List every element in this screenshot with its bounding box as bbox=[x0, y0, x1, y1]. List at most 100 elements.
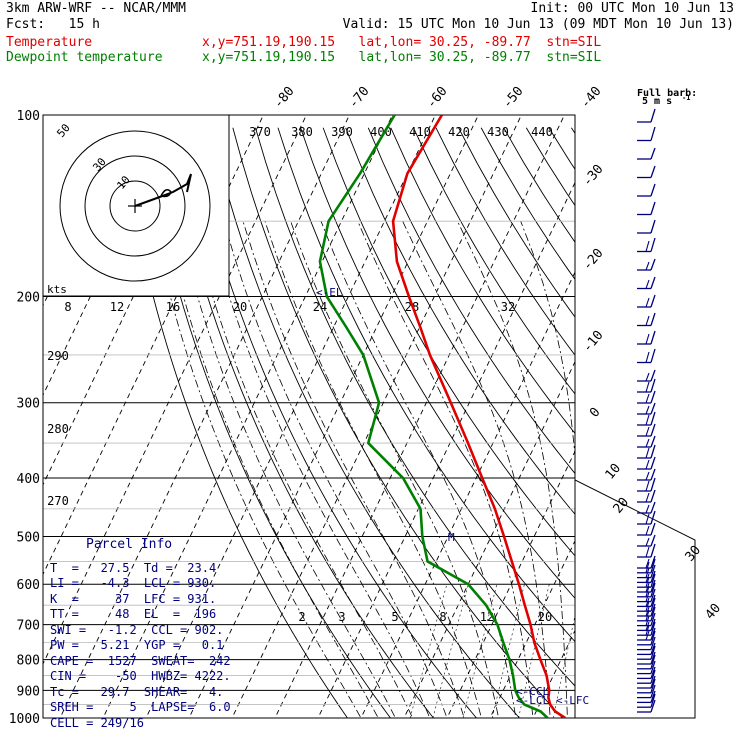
wind-barb-flag bbox=[650, 594, 656, 607]
isotherm-label-right: 40 bbox=[703, 601, 725, 623]
wind-barb-flag bbox=[645, 513, 650, 525]
wind-barb-flag bbox=[645, 405, 650, 415]
model-title: 3km ARW-WRF -- NCAR/MMM bbox=[6, 1, 187, 16]
hodograph-units: kts bbox=[47, 283, 67, 296]
wind-barb-flag bbox=[645, 315, 650, 326]
wind-barb-flag bbox=[650, 570, 656, 583]
wind-barb-flag bbox=[650, 612, 656, 626]
wind-barb-flag bbox=[650, 108, 656, 123]
wind-barb-flag bbox=[650, 402, 656, 415]
wind-barb-flag bbox=[650, 699, 656, 713]
speed-axis-label: 20 bbox=[233, 300, 247, 314]
wind-barb-flag bbox=[650, 501, 656, 514]
theta-e-label: 440 bbox=[531, 125, 553, 139]
dry-adiabat bbox=[413, 127, 575, 718]
wind-barb-flag bbox=[650, 636, 656, 650]
wind-barb-flag bbox=[650, 312, 656, 326]
wind-barb-flag bbox=[645, 426, 650, 437]
wind-barb-flag bbox=[650, 606, 656, 621]
wind-barb-flag bbox=[650, 690, 656, 703]
parcel-info-row: CAPE = 1527 SWEAT= 242 bbox=[50, 653, 231, 668]
wind-barb-flag bbox=[650, 219, 656, 234]
speed-axis-label: 16 bbox=[166, 300, 180, 314]
wind-barb-flag bbox=[650, 651, 656, 665]
dry-adiabat bbox=[480, 127, 575, 718]
temperature-legend-label: Temperature bbox=[6, 35, 93, 50]
wind-barb-flag bbox=[650, 684, 656, 698]
dewpoint-legend-location: x,y=751.19,190.15 lat,lon= 30.25, -89.77… bbox=[202, 50, 602, 65]
dry-adiabat bbox=[594, 128, 740, 731]
wind-barb-flag bbox=[650, 369, 656, 382]
pressure-tick-label: 600 bbox=[17, 578, 40, 593]
wind-barb-flag bbox=[645, 591, 650, 602]
dry-adiabat bbox=[209, 127, 532, 718]
wind-barb-flag bbox=[645, 279, 650, 289]
barb-legend-units: 5 m s bbox=[642, 96, 672, 107]
pressure-tick-label: 400 bbox=[17, 472, 40, 487]
theta-e-label: 410 bbox=[409, 125, 431, 139]
isotherm-label-top: -60 bbox=[424, 84, 451, 112]
theta-label: 280 bbox=[47, 422, 69, 436]
wind-barb-flag bbox=[645, 381, 650, 393]
theta-e-label: 370 bbox=[249, 125, 271, 139]
wind-barb-flag bbox=[650, 642, 656, 655]
hodograph-loop bbox=[160, 189, 172, 198]
wind-barb-flag bbox=[650, 588, 656, 602]
wind-barb-flag bbox=[645, 393, 650, 404]
isotherm-label-right: 10 bbox=[603, 461, 625, 483]
wind-barb-flag bbox=[645, 351, 650, 363]
parcel-info-row: T = 27.5 Td = 23.4 bbox=[50, 560, 217, 575]
isotherm-label-right: 30 bbox=[683, 543, 705, 565]
dry-adiabat bbox=[164, 127, 444, 718]
wind-barb-flag bbox=[650, 456, 656, 470]
parcel-info-row: SREH = 5 LAPSE= 6.0 bbox=[50, 700, 231, 714]
mixing-ratio-label: 20 bbox=[538, 610, 552, 624]
wind-barb-flag bbox=[650, 126, 656, 141]
wind-barb-flag bbox=[645, 525, 650, 536]
valid-time: Valid: 15 UTC Mon 10 Jun 13 (09 MDT Mon … bbox=[342, 17, 734, 32]
isotherm-label-top: -80 bbox=[271, 84, 298, 112]
init-time: Init: 00 UTC Mon 10 Jun 13 bbox=[530, 1, 735, 16]
wind-barb-flag bbox=[650, 147, 656, 160]
dewpoint-trace bbox=[318, 115, 549, 718]
wind-barb-flag bbox=[650, 558, 656, 573]
wind-barb-flag bbox=[650, 378, 656, 393]
wind-barb-flag bbox=[650, 348, 656, 363]
moist-adiabat bbox=[320, 221, 519, 718]
isotherm bbox=[526, 115, 575, 718]
pressure-tick-label: 1000 bbox=[9, 712, 40, 727]
pressure-tick-label: 100 bbox=[17, 109, 40, 124]
wind-barb-flag bbox=[650, 654, 656, 669]
moist-adiabat bbox=[582, 221, 605, 731]
isotherm bbox=[483, 115, 575, 718]
wind-barb-flag bbox=[645, 492, 650, 503]
barb-legend-title: Full barb: bbox=[637, 88, 697, 99]
wind-barb-flag bbox=[645, 606, 650, 617]
wind-barb-flag bbox=[650, 564, 656, 578]
isotherm-label-right: 0 bbox=[587, 405, 604, 421]
dry-adiabat bbox=[367, 127, 575, 718]
dry-adiabat bbox=[300, 127, 575, 718]
barb-legend-units-exponent: -1 bbox=[682, 94, 690, 102]
mixing-ratio-label: 5 bbox=[391, 610, 398, 624]
parcel-info-row: TT = 48 EL = 196 bbox=[50, 607, 217, 621]
wind-barb-flag bbox=[650, 423, 656, 437]
wind-barb-flag bbox=[650, 468, 656, 481]
wind-barb-flag bbox=[650, 477, 656, 492]
isotherm-label-top: -40 bbox=[578, 84, 605, 112]
wind-barb-flag bbox=[650, 411, 656, 426]
wind-barb-flag bbox=[645, 561, 650, 573]
wind-barb-flag bbox=[650, 543, 656, 558]
moist-adiabat bbox=[264, 221, 486, 718]
theta-e-label: 420 bbox=[448, 125, 470, 139]
wind-barb-flag bbox=[650, 390, 656, 404]
temperature-trace bbox=[391, 115, 566, 718]
lcl-marker: <-LCL bbox=[516, 694, 549, 707]
wind-barb-flag bbox=[645, 438, 650, 448]
wind-barb-flag bbox=[650, 237, 656, 252]
wind-barb-flag bbox=[645, 600, 650, 612]
forecast-hour: Fcst: 15 h bbox=[6, 17, 100, 32]
parcel-info-row: LI = -4.3 LCL = 930. bbox=[50, 576, 217, 590]
speed-axis-label: 12 bbox=[110, 300, 124, 314]
